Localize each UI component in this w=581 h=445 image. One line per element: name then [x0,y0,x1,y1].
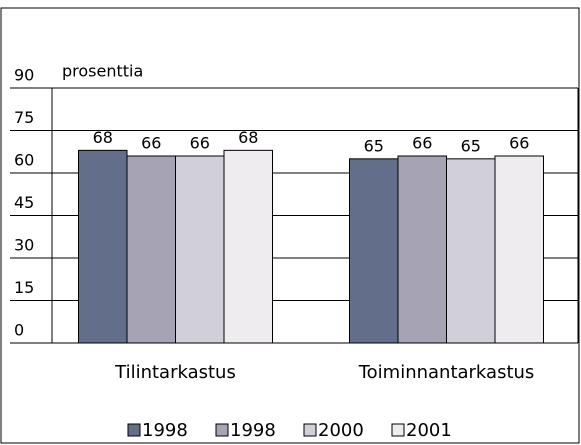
legend-label: 2001 [406,420,452,441]
legend-label: 1998 [142,420,188,441]
data-label: 65 [364,136,384,155]
data-label: 66 [190,134,210,153]
bar [223,149,273,344]
data-label: 66 [509,134,529,153]
legend-swatch [215,423,229,437]
y-tick-label: 75 [14,108,34,127]
frame [0,7,580,444]
data-label: 66 [141,134,161,153]
y-tick-label: 60 [14,151,34,170]
y-tick-label: 45 [14,193,34,212]
legend-swatch [127,423,141,437]
bar [126,155,176,344]
data-label: 68 [93,128,113,147]
bar [349,158,399,344]
x-tick-label: Toiminnantarkastus [358,362,535,383]
y-axis-label: prosenttia [62,62,143,81]
data-label: 68 [238,128,258,147]
legend-label: 2000 [318,420,364,441]
legend-label: 1998 [230,420,276,441]
bar [78,149,128,344]
bar [175,155,225,344]
y-tick-label: 30 [14,236,34,255]
y-tick-label: 90 [14,66,34,85]
bar [446,158,496,344]
legend-swatch [391,423,405,437]
x-tick-label: Tilintarkastus [114,362,236,383]
data-label: 66 [412,134,432,153]
data-label: 65 [461,136,481,155]
y-tick-label: 0 [14,321,24,340]
y-tick-label: 15 [14,278,34,297]
bar [397,155,447,344]
legend-swatch [303,423,317,437]
bar [494,155,544,344]
